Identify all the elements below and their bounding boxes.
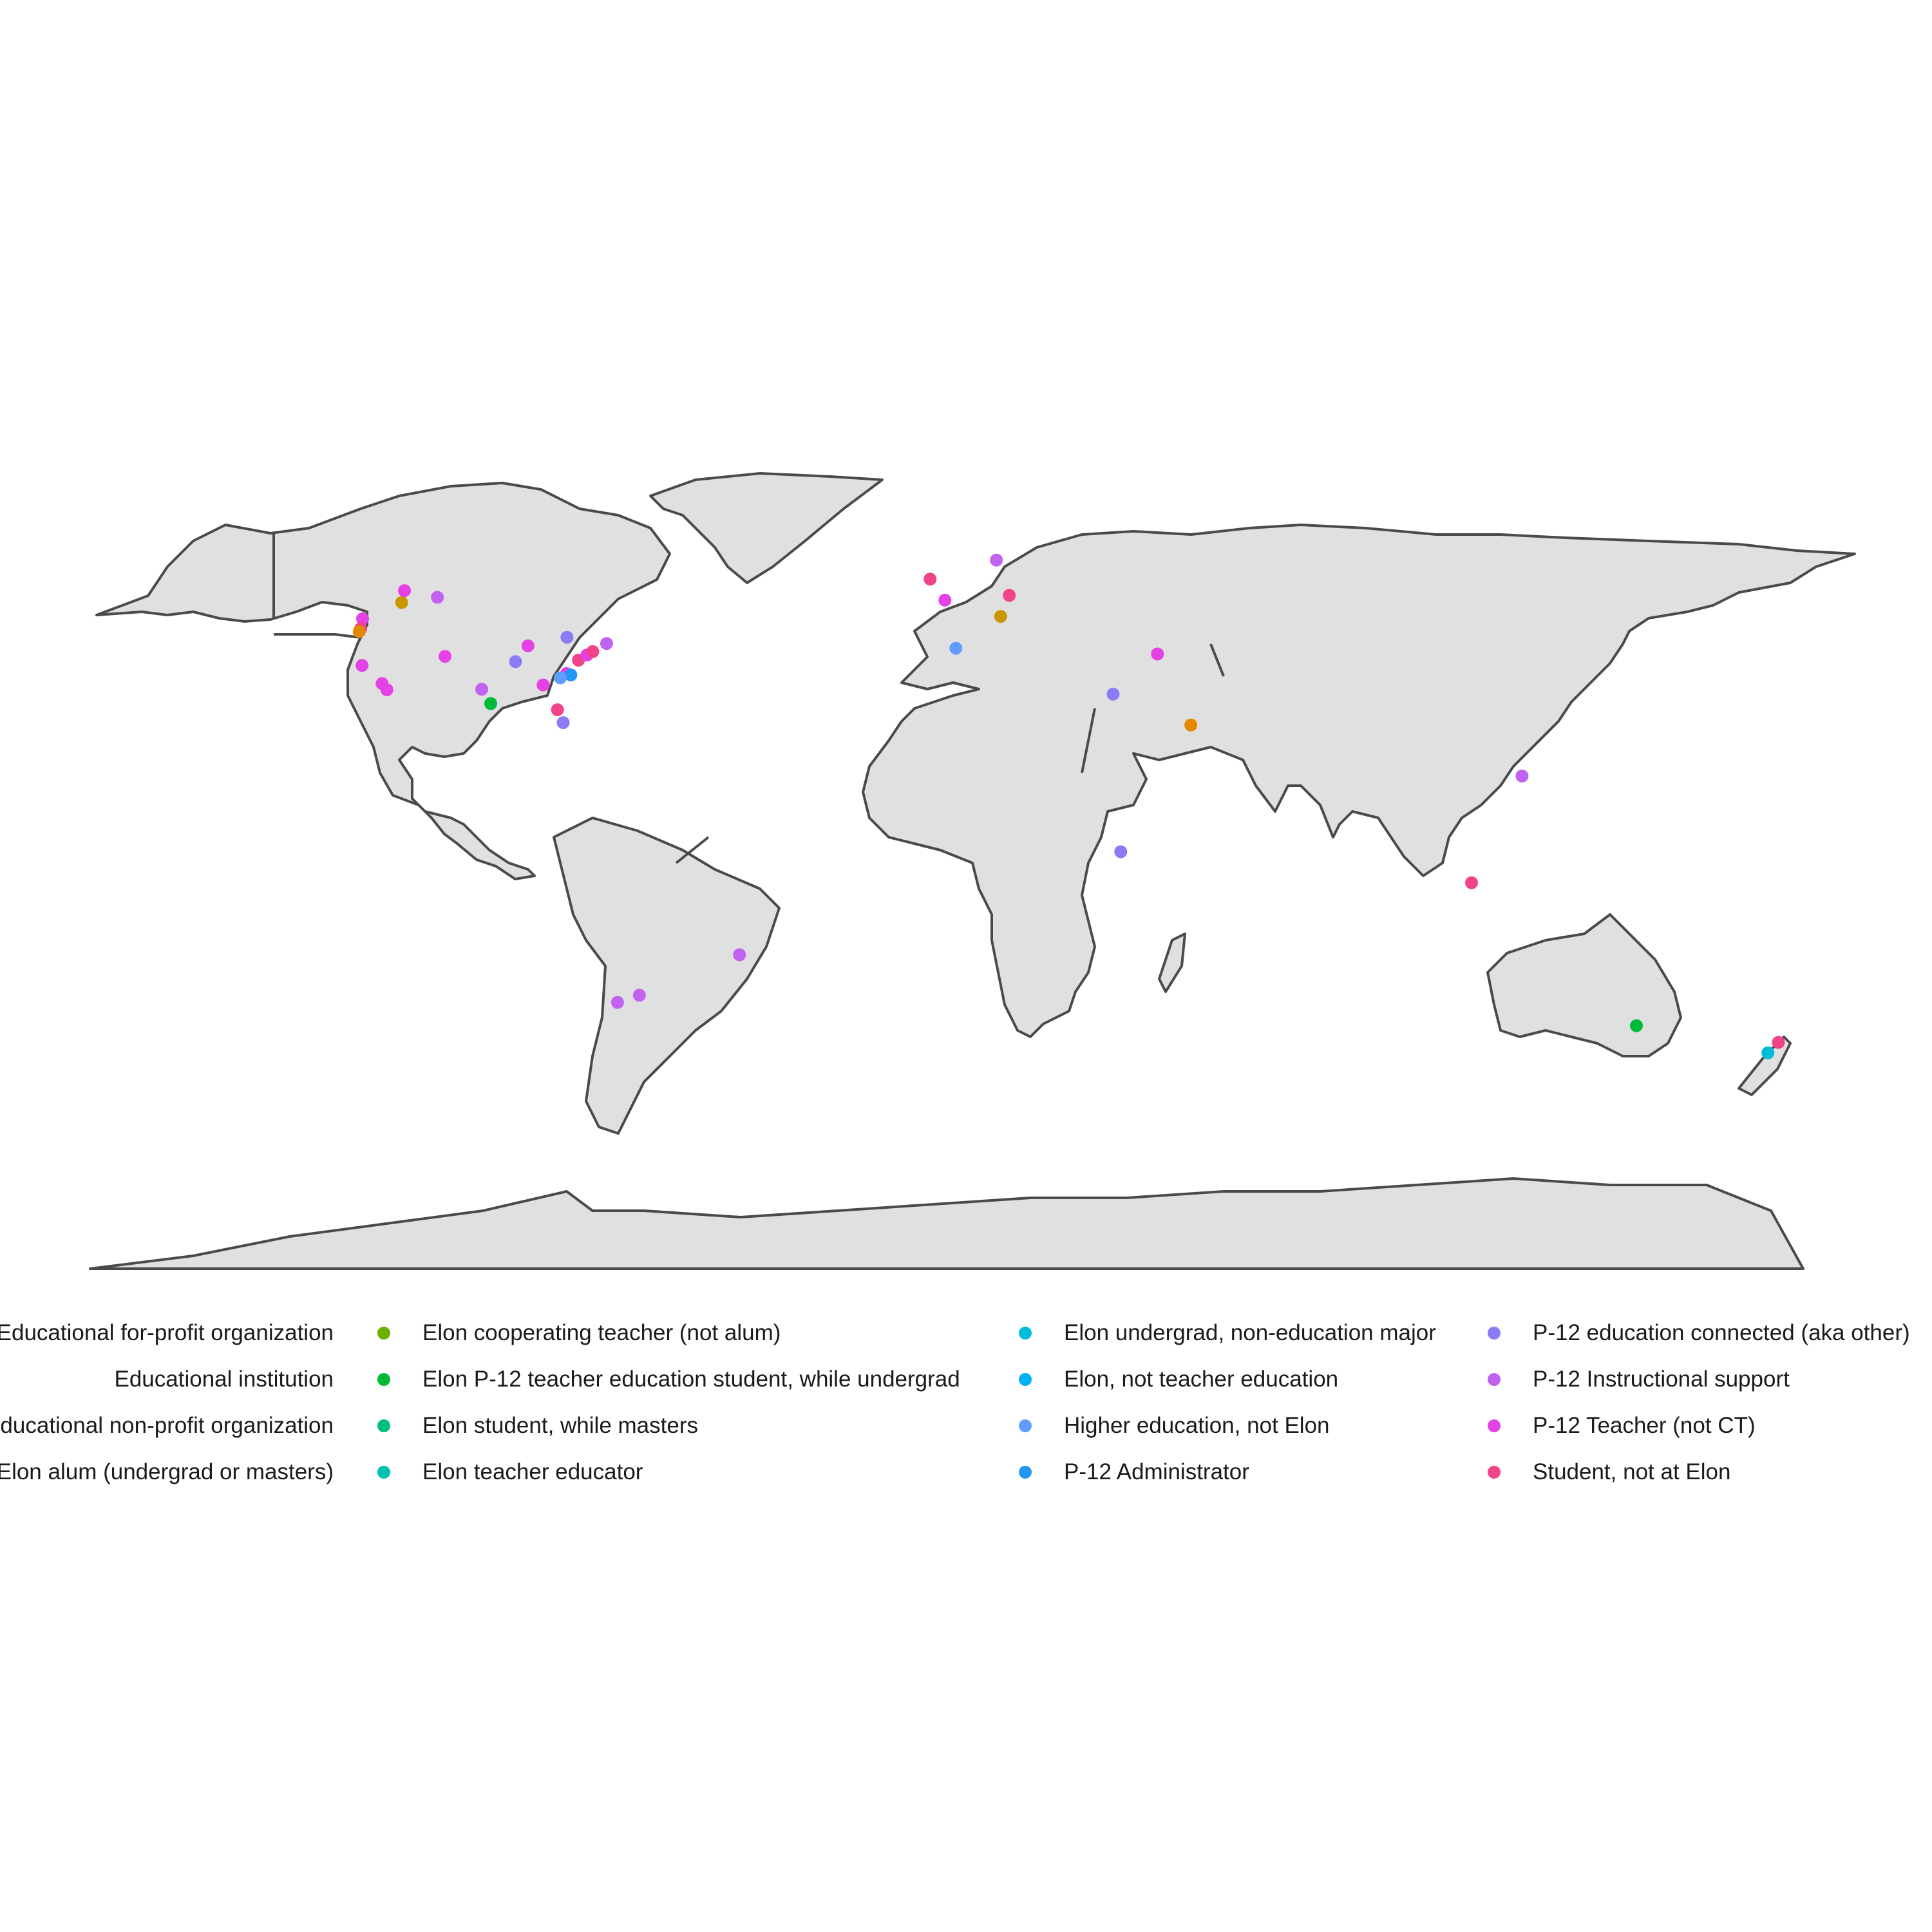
legend-item: P-12 Instructional support [1488, 1360, 1790, 1399]
landmass-afro-eurasia [862, 524, 1856, 1038]
legend-item: Elon, not teacher education [1019, 1360, 1338, 1399]
legend-item: Educational non-profit organization [0, 1406, 334, 1445]
location-point [586, 645, 600, 658]
legend-label: Elon teacher educator [422, 1459, 643, 1484]
landmass-new-zealand [1738, 1036, 1792, 1096]
legend: Educational for-profit organization Educ… [0, 1314, 1932, 1520]
legend-item: P-12 education connected (aka other) [1488, 1314, 1910, 1352]
legend-dot [1488, 1419, 1501, 1432]
legend-label: Elon P-12 teacher education student, whi… [422, 1367, 960, 1392]
legend-item: Elon undergrad, non-education major [1019, 1314, 1436, 1352]
legend-label: P-12 Instructional support [1533, 1367, 1790, 1392]
legend-label: Elon student, while masters [422, 1413, 698, 1438]
location-point [1114, 845, 1128, 858]
legend-label: Higher education, not Elon [1064, 1413, 1330, 1438]
location-point [380, 683, 393, 696]
legend-item: P-12 Teacher (not CT) [1488, 1406, 1756, 1445]
location-point [1630, 1019, 1643, 1032]
location-point [475, 683, 488, 696]
location-point [352, 625, 366, 638]
legend-dot [377, 1327, 390, 1340]
legend-item: Educational for-profit organization [0, 1314, 334, 1352]
legend-item: Elon alum (undergrad or masters) [0, 1453, 334, 1492]
location-point [536, 678, 550, 692]
legend-label: Educational non-profit organization [0, 1413, 334, 1438]
location-point [439, 650, 451, 663]
legend-dot [1019, 1373, 1032, 1386]
location-point [1151, 647, 1164, 661]
legend-label: P-12 education connected (aka other) [1533, 1320, 1910, 1345]
legend-item: Elon P-12 teacher education student, whi… [377, 1360, 960, 1399]
landmass-madagascar [1158, 933, 1186, 993]
location-point [1772, 1036, 1785, 1049]
location-point [356, 612, 369, 625]
legend-dot [377, 1419, 390, 1432]
location-point [560, 630, 574, 644]
location-point [1003, 589, 1016, 602]
land-borders [272, 533, 1225, 864]
location-point [398, 584, 412, 598]
landmass-greenland [649, 472, 884, 584]
location-point [938, 593, 952, 607]
legend-item: Elon cooperating teacher (not alum) [377, 1314, 781, 1352]
location-points [352, 553, 1785, 1059]
legend-item: Higher education, not Elon [1019, 1406, 1330, 1445]
location-point [1465, 876, 1478, 889]
legend-label: Elon undergrad, non-education major [1064, 1320, 1436, 1345]
location-point [484, 697, 497, 710]
legend-item: Elon student, while masters [377, 1406, 698, 1445]
legend-item: Student, not at Elon [1488, 1453, 1730, 1492]
legend-label: P-12 Administrator [1064, 1459, 1249, 1484]
legend-label: Student, not at Elon [1533, 1459, 1731, 1484]
land-masses [89, 472, 1856, 1270]
location-point [521, 639, 535, 652]
location-point [509, 655, 522, 668]
legend-item: Educational institution [115, 1360, 334, 1399]
legend-label: Elon, not teacher education [1064, 1367, 1339, 1392]
legend-dot [1488, 1327, 1501, 1340]
legend-dot [1488, 1373, 1501, 1386]
legend-dot [1488, 1466, 1501, 1479]
location-point [600, 637, 613, 650]
legend-label: Elon cooperating teacher (not alum) [422, 1320, 781, 1345]
legend-dot [377, 1466, 390, 1479]
landmass-antarctica [89, 1177, 1804, 1270]
landmass-australia [1486, 913, 1682, 1057]
landmass-south-america [553, 817, 781, 1135]
legend-dot [1019, 1466, 1032, 1479]
legend-label: Educational institution [114, 1367, 334, 1392]
legend-label: P-12 Teacher (not CT) [1533, 1413, 1756, 1438]
location-point [994, 610, 1007, 623]
location-point [632, 989, 646, 1002]
location-point [949, 641, 963, 655]
location-point [990, 553, 1003, 567]
legend-dot [377, 1373, 390, 1386]
location-point [431, 591, 444, 604]
location-point [1761, 1046, 1775, 1059]
legend-dot [1019, 1327, 1032, 1340]
location-point [733, 948, 746, 961]
legend-item: Elon teacher educator [377, 1453, 643, 1492]
location-point [395, 596, 408, 609]
legend-label: Educational for-profit organization [0, 1320, 334, 1345]
location-point [551, 703, 564, 717]
location-point [556, 716, 570, 730]
location-point [355, 659, 369, 672]
legend-dot [1019, 1419, 1032, 1432]
legend-label: Elon alum (undergrad or masters) [0, 1459, 334, 1484]
location-point [554, 671, 567, 685]
legend-item: P-12 Administrator [1019, 1453, 1249, 1492]
location-point [1106, 687, 1120, 701]
location-point [1515, 770, 1529, 782]
location-point [923, 573, 937, 586]
location-point [1184, 718, 1198, 732]
location-point [564, 668, 578, 682]
location-point [611, 996, 624, 1009]
